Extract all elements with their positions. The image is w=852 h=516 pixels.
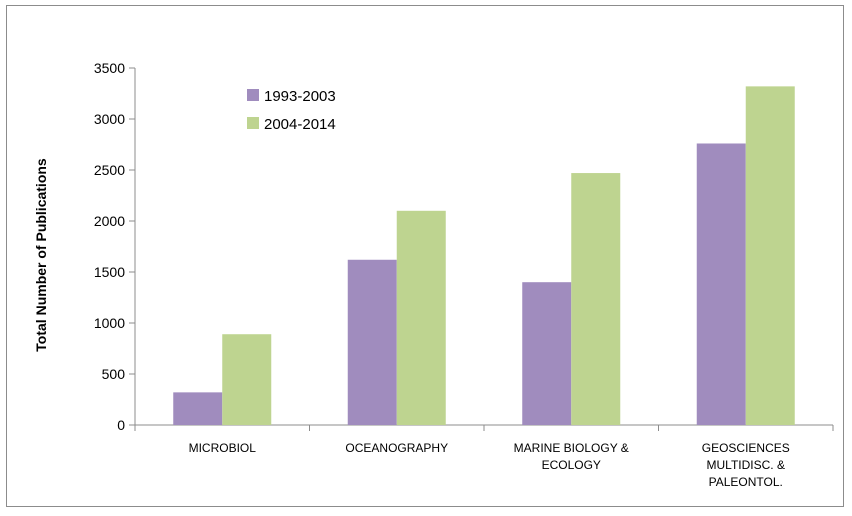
- y-tick-label: 3500: [94, 60, 125, 76]
- bar-2004-2014-1: [396, 210, 446, 425]
- x-category-label: OCEANOGRAPHY: [345, 441, 448, 455]
- bar-2004-2014-3: [745, 86, 795, 426]
- legend-label: 1993-2003: [264, 88, 336, 105]
- y-tick-label: 3000: [94, 111, 125, 127]
- x-category-label: PALEONTOL.: [709, 475, 783, 489]
- x-category-label: MULTIDISC. &: [707, 458, 785, 472]
- x-category-label: MARINE BIOLOGY &: [514, 441, 629, 455]
- y-tick-label: 2000: [94, 213, 125, 229]
- y-tick-label: 1500: [94, 264, 125, 280]
- y-axis-label: Total Number of Publications: [33, 158, 49, 352]
- bar-1993-2003-1: [347, 259, 397, 425]
- y-tick-label: 500: [102, 366, 126, 382]
- legend-label: 2004-2014: [264, 116, 336, 133]
- x-category-label: MICROBIOL: [189, 441, 257, 455]
- bar-1993-2003-0: [173, 392, 223, 425]
- bar-1993-2003-2: [522, 282, 572, 425]
- y-tick-label: 0: [117, 417, 125, 433]
- bar-2004-2014-2: [571, 173, 621, 425]
- bar-2004-2014-0: [222, 334, 272, 425]
- y-tick-label: 1000: [94, 315, 125, 331]
- bar-1993-2003-3: [696, 143, 746, 426]
- x-category-label: ECOLOGY: [542, 458, 601, 472]
- legend-swatch: [247, 89, 259, 101]
- legend-swatch: [247, 117, 259, 129]
- y-tick-label: 2500: [94, 162, 125, 178]
- x-category-label: GEOSCIENCES: [702, 441, 790, 455]
